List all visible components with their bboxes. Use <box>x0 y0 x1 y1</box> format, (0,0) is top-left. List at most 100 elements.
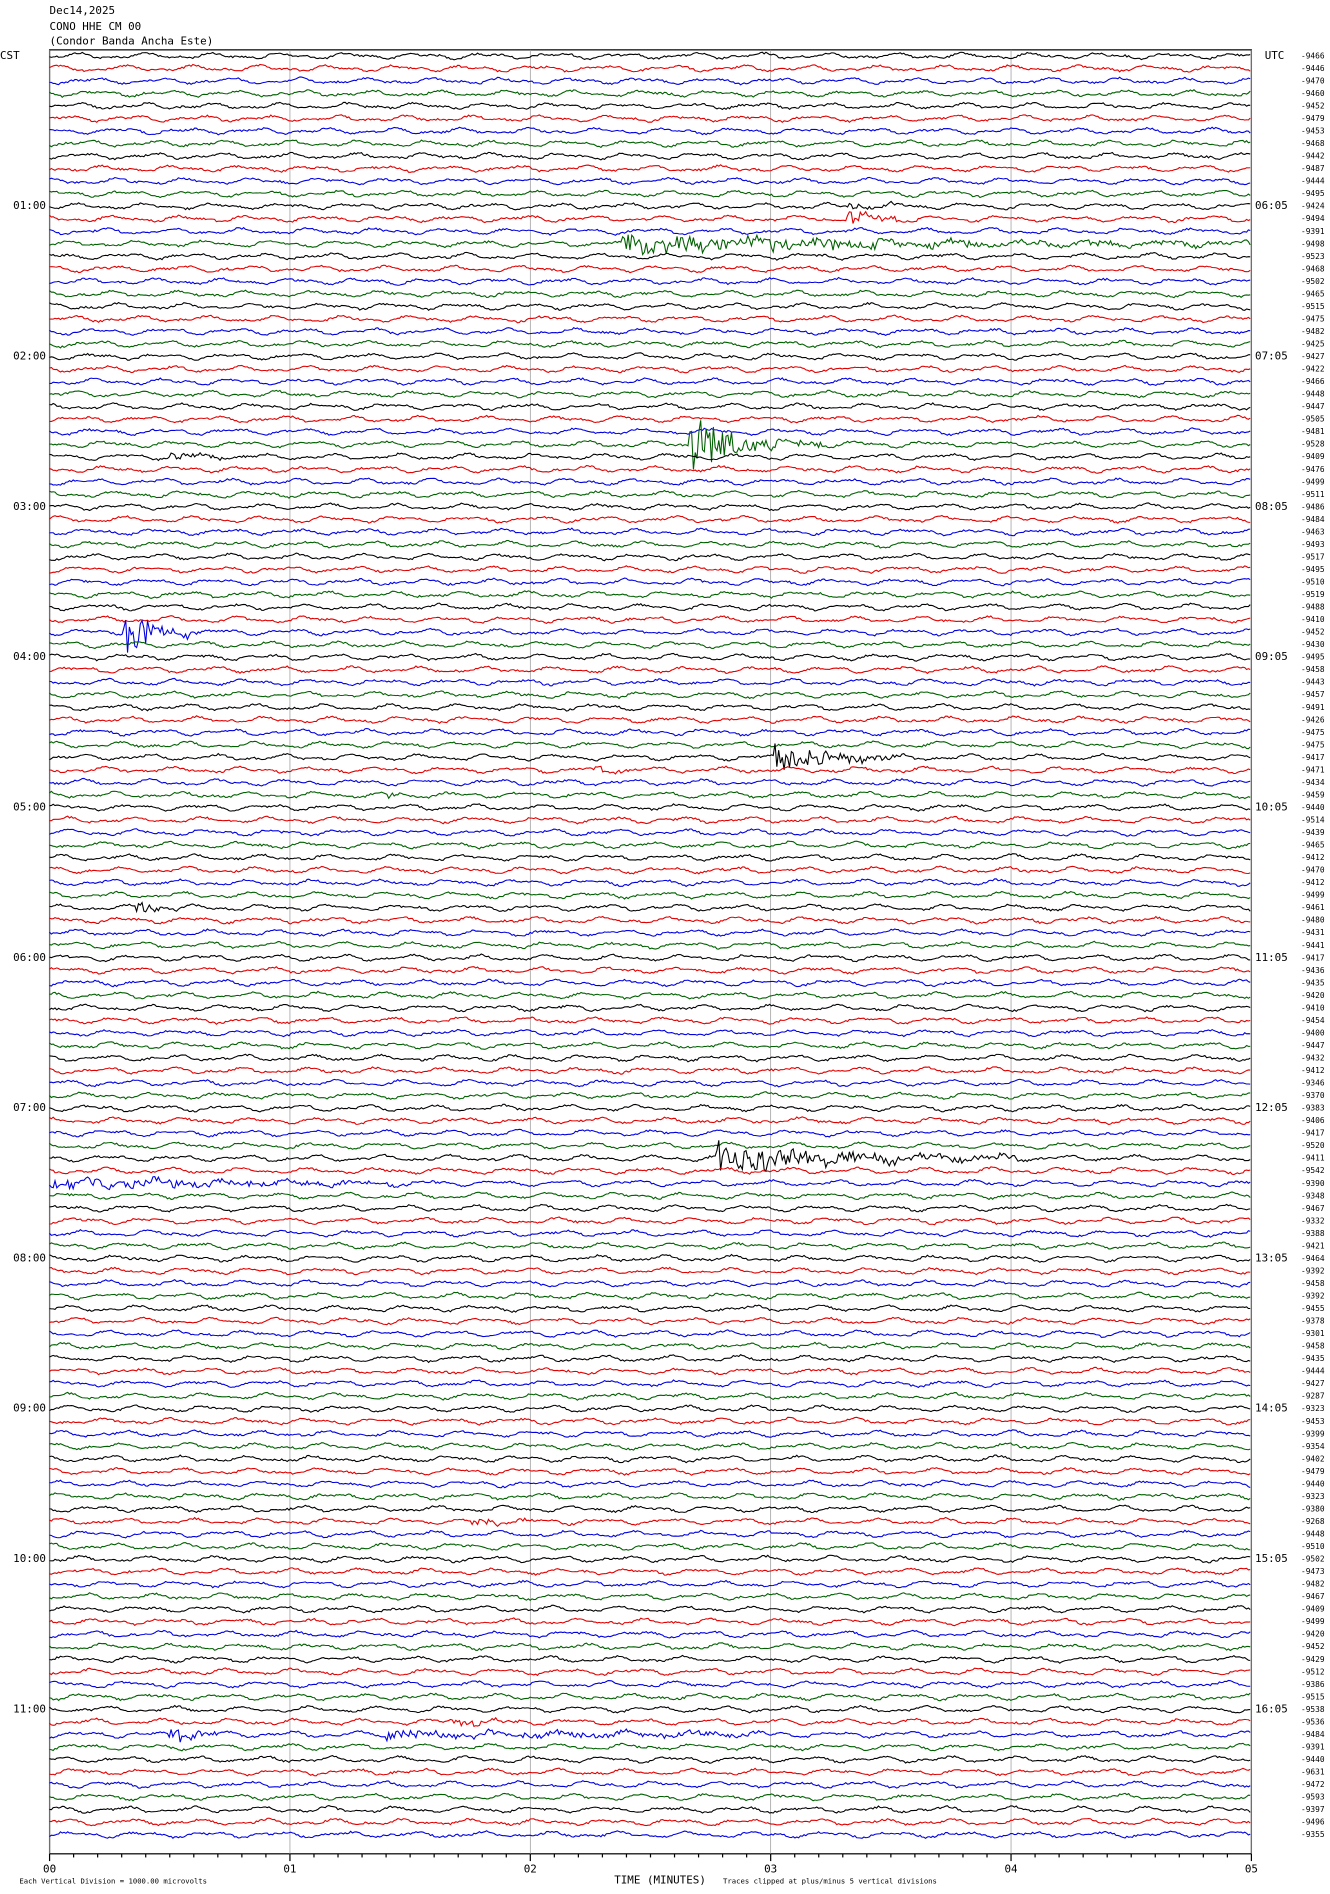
trace <box>49 1329 1251 1338</box>
trace <box>49 527 1251 537</box>
trace <box>49 414 1251 424</box>
trace <box>49 1166 1251 1176</box>
trace-label: -9397 <box>1301 1805 1325 1814</box>
trace-label: -9495 <box>1301 565 1325 574</box>
trace <box>49 965 1251 975</box>
trace <box>49 1316 1251 1326</box>
trace-label: -9431 <box>1301 928 1325 937</box>
trace <box>49 251 1251 261</box>
trace <box>49 1467 1251 1476</box>
right-hour-label: 08:05 <box>1255 500 1288 513</box>
trace <box>49 327 1251 336</box>
trace-label: -9479 <box>1301 1467 1325 1476</box>
trace-label: -9268 <box>1301 1517 1325 1526</box>
trace-label: -9378 <box>1301 1317 1325 1326</box>
trace-label: -9517 <box>1301 552 1325 561</box>
trace <box>49 63 1251 73</box>
trace-label: -9480 <box>1301 916 1325 925</box>
trace <box>49 1416 1251 1426</box>
trace <box>49 928 1251 937</box>
trace <box>49 1604 1251 1614</box>
trace <box>49 1053 1251 1063</box>
trace-label: -9538 <box>1301 1705 1325 1714</box>
trace <box>49 727 1251 737</box>
trace <box>49 1141 1251 1151</box>
footer-left: Each Vertical Division = 1000.00 microvo… <box>19 1877 207 1886</box>
left-hour-label: 10:00 <box>13 1552 46 1565</box>
trace-label: -9452 <box>1301 628 1325 637</box>
trace-label: -9494 <box>1301 214 1325 223</box>
trace <box>49 420 1251 470</box>
trace <box>49 765 1251 775</box>
trace-label: -9420 <box>1301 991 1325 1000</box>
trace-label: -9495 <box>1301 653 1325 662</box>
trace-label: -9402 <box>1301 1454 1325 1463</box>
trace <box>49 276 1251 286</box>
trace-label: -9447 <box>1301 402 1325 411</box>
trace-label: -9479 <box>1301 114 1325 123</box>
right-hour-label: 12:05 <box>1255 1101 1288 1114</box>
trace-label: -9332 <box>1301 1216 1325 1225</box>
trace <box>49 1140 1251 1172</box>
trace-label: -9301 <box>1301 1329 1325 1338</box>
trace <box>49 164 1251 173</box>
trace-label: -9409 <box>1301 1605 1325 1614</box>
trace <box>49 715 1251 725</box>
right-hour-label: 16:05 <box>1255 1702 1288 1715</box>
trace <box>49 990 1251 1000</box>
trace-label: -9482 <box>1301 1580 1325 1589</box>
x-tick-label: 00 <box>43 1863 56 1876</box>
trace-label: -9458 <box>1301 665 1325 674</box>
trace <box>49 427 1251 437</box>
trace <box>49 1003 1251 1013</box>
trace <box>49 565 1251 575</box>
trace <box>49 853 1251 862</box>
trace-label: -9496 <box>1301 1818 1325 1827</box>
trace-label: -9391 <box>1301 1742 1325 1751</box>
trace-label: -9323 <box>1301 1404 1325 1413</box>
trace-label: -9390 <box>1301 1179 1325 1188</box>
trace-label: -9442 <box>1301 152 1325 161</box>
trace-label: -9512 <box>1301 1667 1325 1676</box>
trace <box>49 226 1251 236</box>
trace-label: -9444 <box>1301 1367 1325 1376</box>
trace-label: -9499 <box>1301 1617 1325 1626</box>
trace <box>49 1391 1251 1401</box>
trace <box>49 1554 1251 1564</box>
trace <box>49 502 1251 512</box>
trace <box>49 777 1251 787</box>
trace <box>49 89 1251 98</box>
left-hour-label: 01:00 <box>13 199 46 212</box>
trace <box>49 1366 1251 1376</box>
trace-label: -9425 <box>1301 340 1325 349</box>
x-tick-label: 01 <box>283 1863 296 1876</box>
trace-label: -9440 <box>1301 1479 1325 1488</box>
left-hour-label: 04:00 <box>13 650 46 663</box>
left-hour-label: 03:00 <box>13 500 46 513</box>
trace-label: -9443 <box>1301 678 1325 687</box>
trace <box>49 1429 1251 1439</box>
right-hour-label: 06:05 <box>1255 199 1288 212</box>
trace-label: -9424 <box>1301 202 1325 211</box>
left-hour-label: 07:00 <box>13 1101 46 1114</box>
trace <box>49 1028 1251 1038</box>
trace-label: -9348 <box>1301 1191 1325 1200</box>
trace <box>49 1767 1251 1777</box>
trace <box>49 1617 1251 1627</box>
trace <box>49 619 1251 653</box>
trace <box>49 1341 1251 1351</box>
trace-label: -9412 <box>1301 1066 1325 1075</box>
trace <box>49 865 1251 875</box>
trace <box>49 901 1251 914</box>
footer-right: Traces clipped at plus/minus 5 vertical … <box>723 1877 937 1886</box>
trace <box>49 890 1251 900</box>
trace-label: -9475 <box>1301 740 1325 749</box>
trace <box>49 51 1251 61</box>
trace-label: -9446 <box>1301 64 1325 73</box>
trace <box>49 402 1251 411</box>
trace-label: -9391 <box>1301 227 1325 236</box>
trace <box>49 915 1251 925</box>
trace <box>49 451 1251 462</box>
trace-label: -9453 <box>1301 1417 1325 1426</box>
trace-label: -9417 <box>1301 953 1325 962</box>
